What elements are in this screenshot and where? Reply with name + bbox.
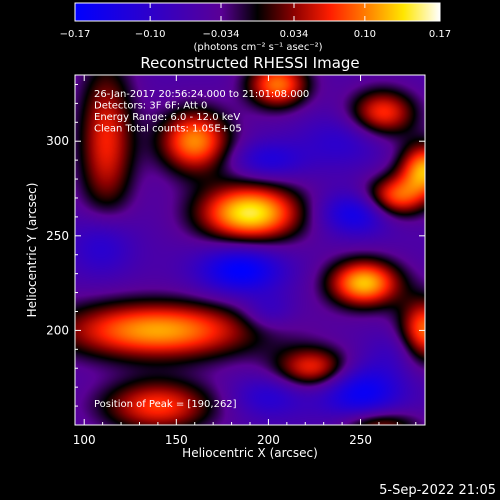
colorbar-units-label: (photons cm⁻² s⁻¹ asec⁻²) <box>193 42 322 53</box>
date-stamp: 5-Sep-2022 21:05 <box>379 483 496 498</box>
info-annotation: 26-Jan-2017 20:56:24.000 to 21:01:08.000… <box>94 89 309 135</box>
colorbar-tick-label: −0.034 <box>202 29 239 40</box>
x-axis-label: Heliocentric X (arcsec) <box>182 446 318 460</box>
x-tick-label: 150 <box>165 433 188 447</box>
y-tick-label: 300 <box>46 134 69 148</box>
x-tick-label: 200 <box>257 433 280 447</box>
colorbar <box>75 3 440 21</box>
heatmap-image-container <box>75 75 425 425</box>
y-axis-ticks: 200 250 300 <box>46 83 425 407</box>
colorbar-tick-label: −0.10 <box>135 29 166 40</box>
colorbar-tick-label: −0.17 <box>60 29 91 40</box>
info-line: Detectors: 3F 6F; Att 0 <box>94 101 207 112</box>
chart-title: Reconstructed RHESSI Image <box>140 54 359 72</box>
x-axis-ticks: 100 150 200 250 <box>73 75 417 447</box>
y-axis-label: Heliocentric Y (arcsec) <box>25 183 39 318</box>
colorbar-tick-label: 0.034 <box>280 29 309 40</box>
x-tick-label: 250 <box>349 433 372 447</box>
y-tick-label: 250 <box>46 229 69 243</box>
info-line: Energy Range: 6.0 - 12.0 keV <box>94 112 240 123</box>
x-tick-label: 100 <box>73 433 96 447</box>
colorbar-ticks: −0.17 −0.10 −0.034 0.034 0.10 0.17 <box>60 3 451 40</box>
y-tick-label: 200 <box>46 323 69 337</box>
peak-position-label: Position of Peak = [190,262] <box>94 399 237 410</box>
colorbar-tick-label: 0.17 <box>429 29 451 40</box>
info-line: Clean Total counts: 1.05E+05 <box>94 124 242 135</box>
colorbar-frame <box>74 2 441 22</box>
info-line: 26-Jan-2017 20:56:24.000 to 21:01:08.000 <box>94 89 309 100</box>
colorbar-tick-label: 0.10 <box>354 29 376 40</box>
heatmap-canvas <box>75 75 425 425</box>
